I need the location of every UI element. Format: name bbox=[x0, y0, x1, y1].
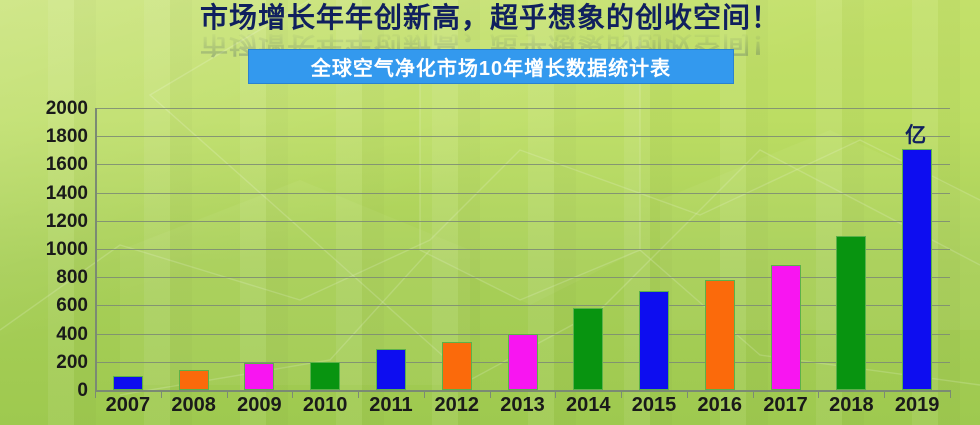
y-axis-tick-label: 1600 bbox=[45, 154, 88, 176]
x-axis-tick-label: 2012 bbox=[434, 394, 479, 416]
x-axis-labels: 2007 2008 2009 2010 2011 2012 2013 2014 2015 2016… bbox=[95, 394, 950, 422]
y-axis-tick-label: 1800 bbox=[45, 126, 88, 148]
gridline bbox=[95, 164, 950, 166]
x-axis-tick-label: 2019 bbox=[894, 394, 940, 416]
x-axis-tick-label: 2013 bbox=[500, 394, 545, 416]
x-axis-tick-label: 2008 bbox=[171, 394, 216, 416]
x-axis-tickmark bbox=[555, 390, 557, 398]
bar-2011 bbox=[375, 349, 406, 390]
y-axis-tick-label: 0 bbox=[77, 380, 88, 401]
y-axis-tick-label: 2000 bbox=[45, 98, 88, 119]
x-axis-tickmark bbox=[489, 390, 491, 398]
gridline bbox=[95, 305, 950, 307]
bar-2007 bbox=[112, 375, 143, 390]
bar-2017 bbox=[770, 264, 801, 390]
x-axis-tickmark bbox=[752, 390, 754, 398]
x-axis-tickmark bbox=[160, 390, 162, 398]
main-title: 市场增长年年创新高，超乎想象的创收空间！ bbox=[199, 2, 780, 33]
y-axis-tick-label: 400 bbox=[56, 323, 88, 345]
bar-2010 bbox=[310, 361, 341, 390]
x-axis-tickmark bbox=[292, 390, 294, 398]
bar-2013 bbox=[507, 333, 538, 390]
subtitle-banner-text: 全球空气净化市场10年增长数据统计表 bbox=[310, 58, 672, 80]
x-axis-tickmark bbox=[226, 390, 228, 398]
x-axis-tickmark bbox=[818, 390, 820, 398]
gridline bbox=[95, 136, 950, 138]
bar-2019 bbox=[902, 148, 933, 390]
gridline bbox=[95, 108, 950, 109]
bar-2015 bbox=[639, 291, 670, 390]
bar-2018 bbox=[836, 236, 867, 390]
gridline bbox=[95, 192, 950, 194]
y-axis-tick-label: 600 bbox=[56, 295, 88, 317]
x-axis-tick-label: 2009 bbox=[237, 394, 282, 416]
gridline bbox=[95, 277, 950, 279]
x-axis-tick-label: 2014 bbox=[566, 394, 611, 416]
x-axis-tick-label: 2016 bbox=[697, 394, 743, 416]
x-axis-tick-label: 2010 bbox=[302, 394, 348, 416]
bar-2014 bbox=[573, 308, 604, 390]
x-axis-tick-label: 2018 bbox=[829, 394, 874, 416]
x-axis-tick-label: 2011 bbox=[369, 394, 413, 416]
gridline bbox=[95, 220, 950, 222]
bar-2016 bbox=[704, 280, 735, 390]
x-axis-tickmark bbox=[95, 390, 96, 398]
gridline bbox=[95, 249, 950, 250]
y-axis-tick-label: 1000 bbox=[45, 239, 88, 260]
y-axis-tick-label: 800 bbox=[56, 267, 88, 289]
bar-2012 bbox=[441, 342, 472, 390]
x-axis-tick-label: 2017 bbox=[763, 394, 808, 416]
x-axis-tick-label: 2007 bbox=[105, 394, 151, 416]
x-axis-tickmark bbox=[686, 390, 688, 398]
x-axis-line bbox=[95, 390, 950, 392]
y-axis-tick-label: 1200 bbox=[45, 210, 88, 232]
x-axis-tick-label: 2015 bbox=[631, 394, 677, 416]
y-axis-labels: 2000 1800 1600 1400 1200 1000 800 600 400 200 0 bbox=[0, 99, 88, 400]
unit-label: 亿 bbox=[905, 123, 927, 147]
x-axis-tickmark bbox=[358, 390, 360, 398]
plot-area: 亿 bbox=[95, 108, 951, 398]
bar-2009 bbox=[244, 363, 275, 390]
y-axis-tick-label: 200 bbox=[56, 351, 88, 373]
x-axis-tickmark bbox=[884, 390, 886, 398]
bar-2008 bbox=[178, 370, 209, 390]
subtitle-banner: 全球空气净化市场10年增长数据统计表 bbox=[248, 49, 734, 84]
x-axis-tickmark bbox=[423, 390, 425, 398]
x-axis-tickmark bbox=[950, 390, 951, 398]
x-axis-tickmark bbox=[621, 390, 623, 398]
y-axis-tick-label: 1400 bbox=[45, 182, 88, 204]
